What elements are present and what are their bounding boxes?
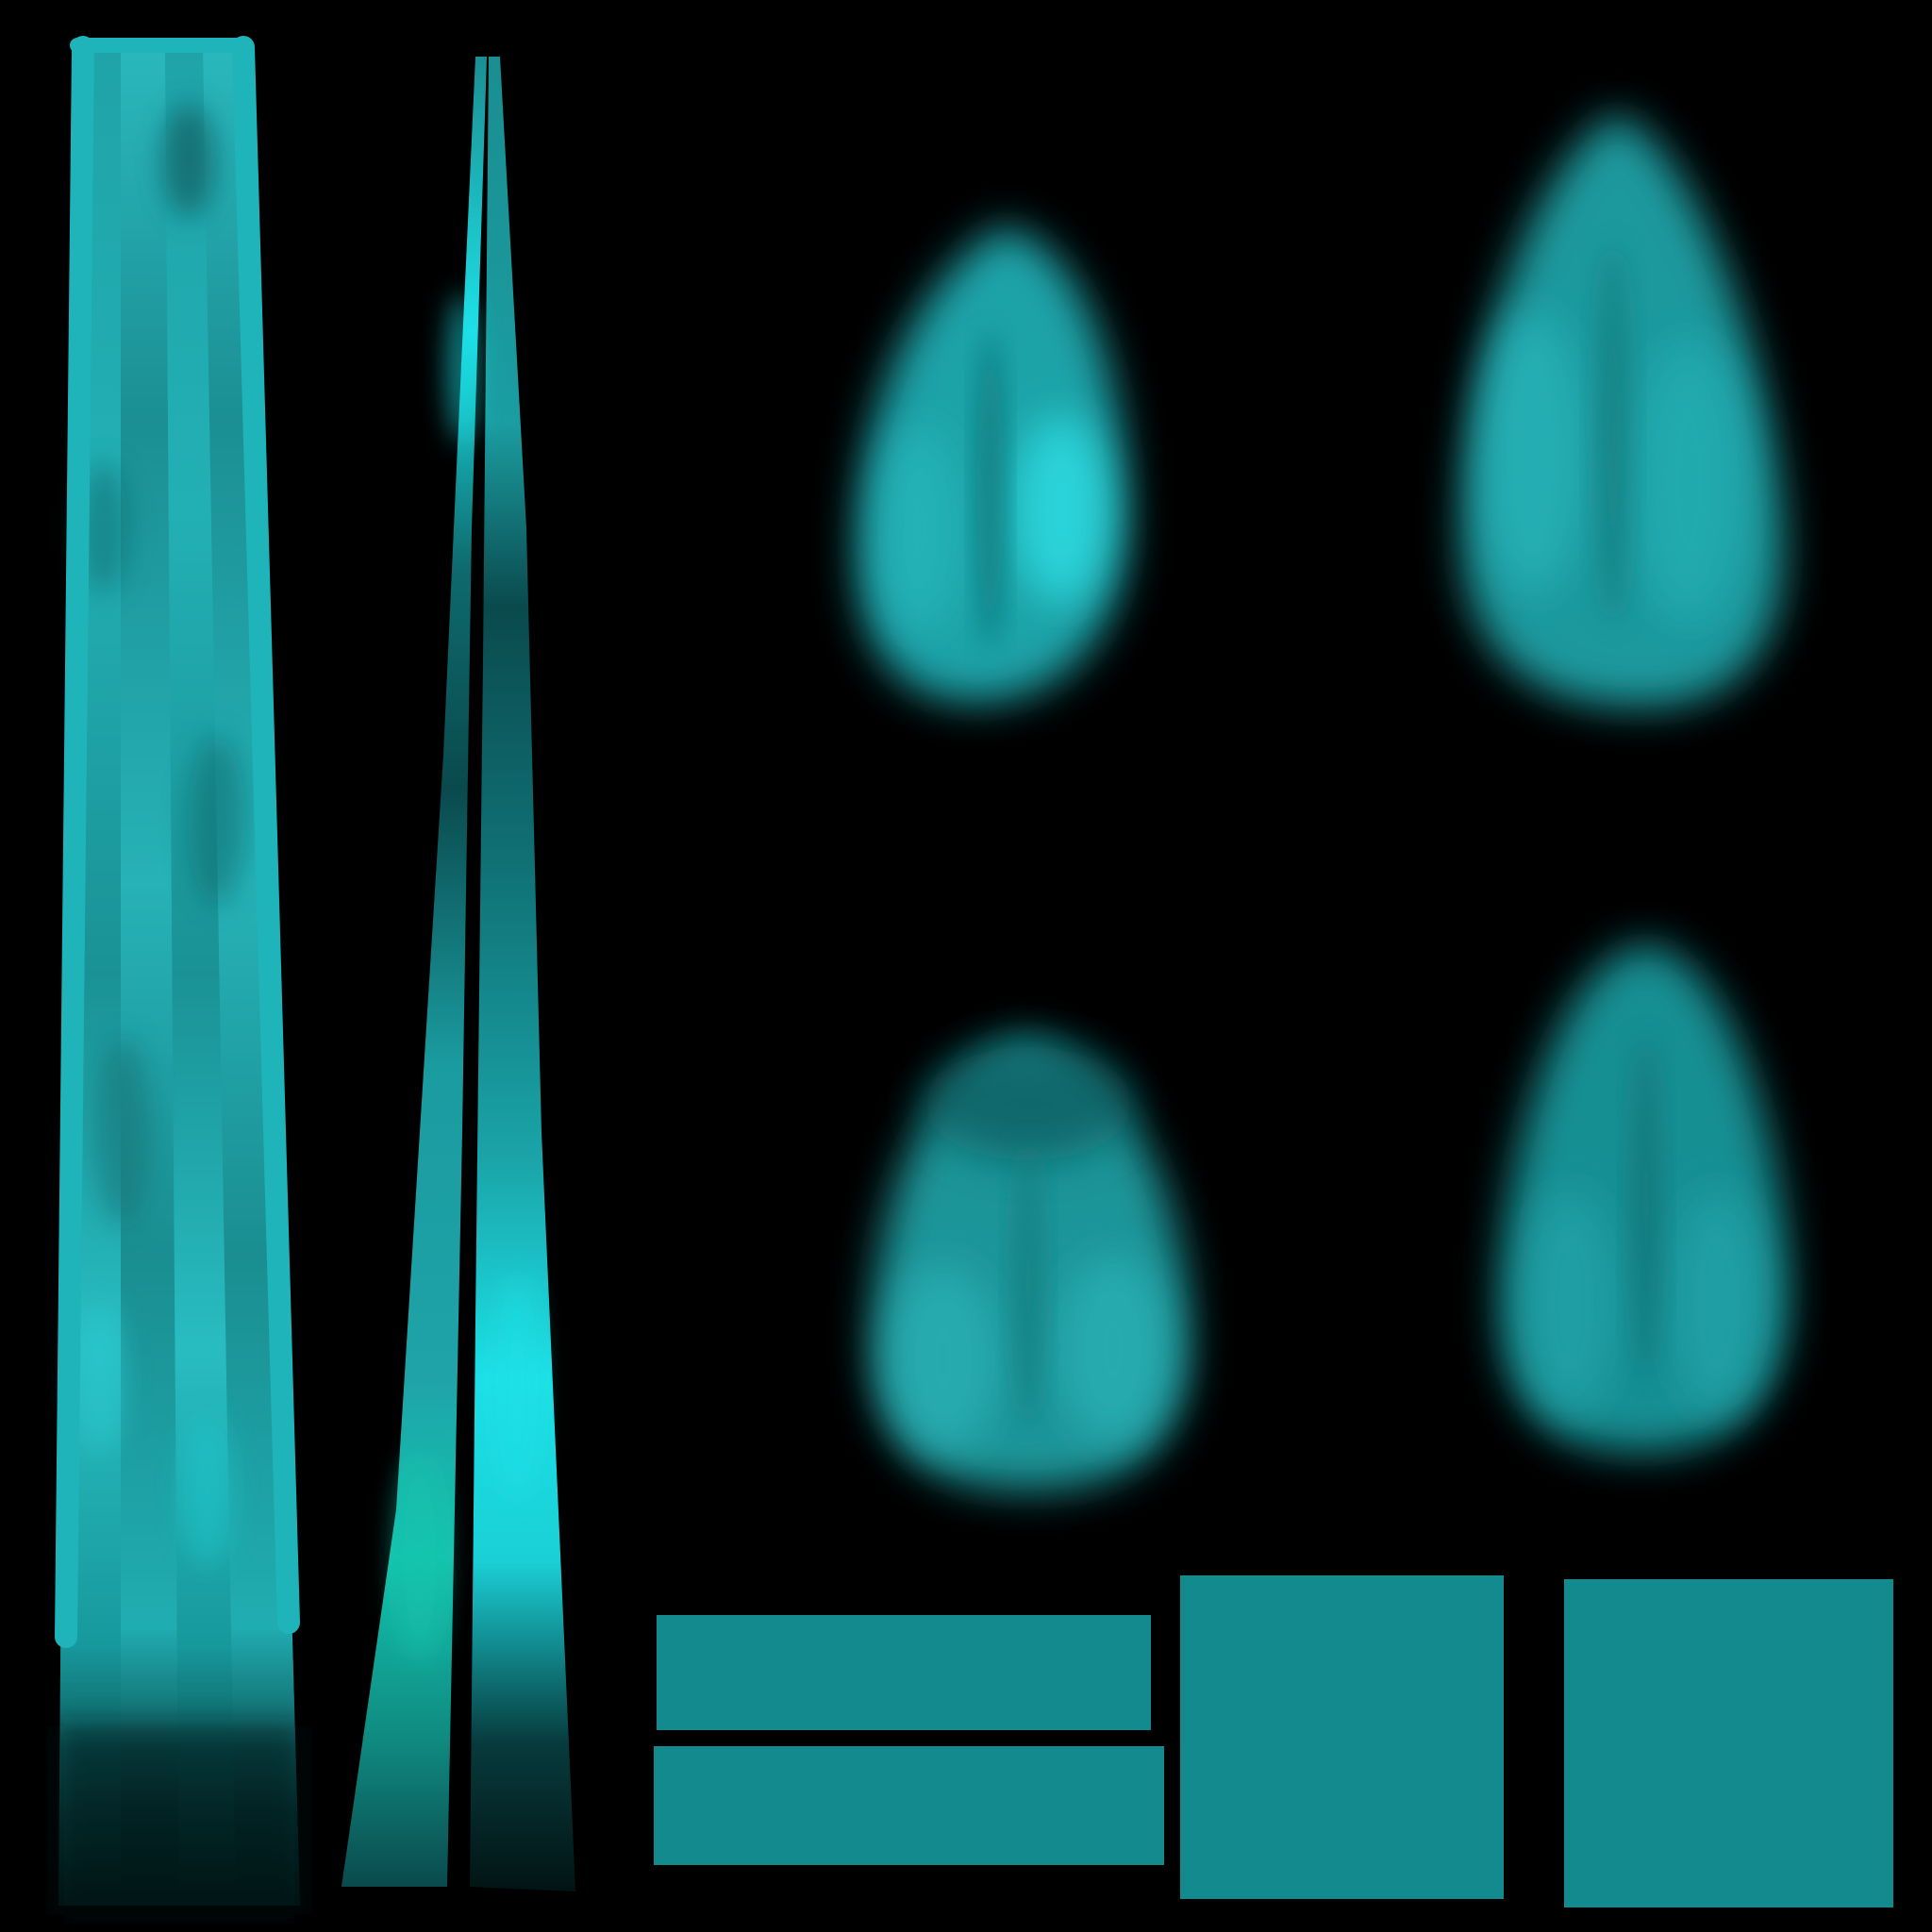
strands-narrow-island bbox=[341, 57, 575, 1891]
blob-bottom-left-crease bbox=[1013, 1141, 1043, 1424]
strand-edge-left bbox=[55, 36, 94, 1648]
blob-bottom-left-top-shade bbox=[924, 1047, 1132, 1160]
strand-2 bbox=[121, 45, 179, 1906]
blob-top-right-glow bbox=[1632, 340, 1745, 623]
blob-top-right-glow bbox=[1481, 311, 1585, 594]
strands-wide-shadow bbox=[55, 1726, 304, 1915]
blob-bottom-right-glow bbox=[1670, 1189, 1764, 1415]
square-middle bbox=[1180, 1575, 1504, 1899]
strands-wide-island bbox=[55, 36, 304, 1915]
blob-top-left bbox=[857, 226, 1128, 703]
blob-top-left-glow bbox=[1014, 415, 1108, 604]
narrow-highlight bbox=[447, 292, 477, 443]
blob-bottom-left-glow bbox=[887, 1264, 1000, 1453]
blob-bottom-right-crease bbox=[1631, 1038, 1661, 1377]
square-right bbox=[1564, 1579, 1893, 1907]
blob-top-left-crease bbox=[977, 330, 1004, 651]
blob-top-left-glow bbox=[877, 425, 962, 632]
strand-edge-right bbox=[232, 36, 300, 1634]
blob-top-right bbox=[1461, 113, 1784, 708]
blob-top-right-crease bbox=[1596, 245, 1630, 623]
strand-highlight bbox=[79, 462, 128, 594]
narrow-highlight bbox=[496, 1274, 538, 1500]
strand-highlight bbox=[162, 104, 215, 217]
bar-bottom bbox=[654, 1746, 1164, 1865]
blob-bottom-right bbox=[1500, 943, 1789, 1453]
strand-highlight bbox=[75, 1302, 124, 1453]
blob-bottom-left bbox=[873, 1038, 1189, 1491]
bar-top bbox=[657, 1615, 1151, 1730]
narrow-strand-left bbox=[341, 57, 487, 1887]
strand-highlight bbox=[189, 736, 245, 906]
narrow-strand-right bbox=[470, 57, 575, 1891]
blob-bottom-right-glow bbox=[1524, 1189, 1618, 1415]
strand-highlight bbox=[94, 1038, 151, 1226]
strand-highlight bbox=[183, 1415, 232, 1566]
flat-fill-group bbox=[654, 1575, 1893, 1907]
blob-bottom-left-glow bbox=[1057, 1255, 1170, 1443]
narrow-highlight bbox=[395, 1453, 444, 1660]
